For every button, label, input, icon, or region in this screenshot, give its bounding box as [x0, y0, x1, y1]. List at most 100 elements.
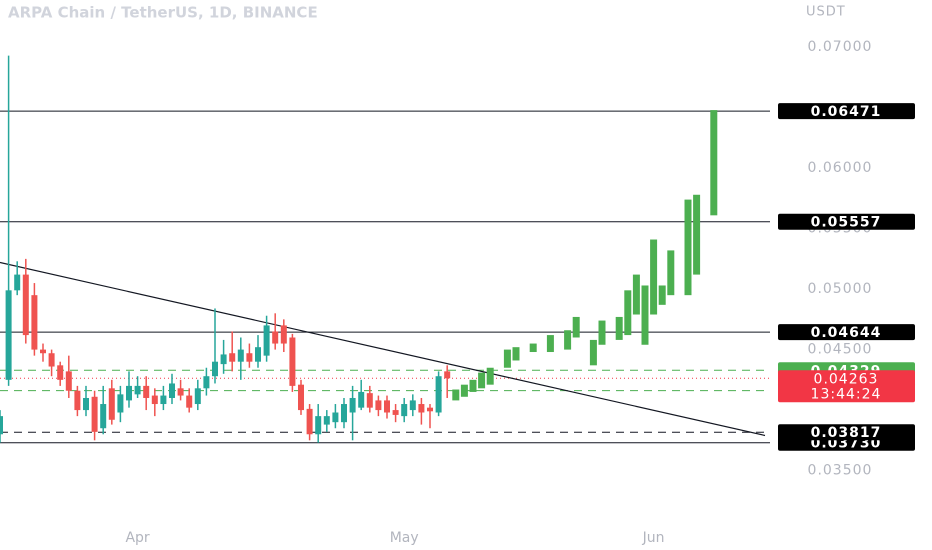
candle-body — [40, 349, 46, 354]
candle-body — [108, 388, 115, 420]
projection-bar — [710, 110, 718, 216]
candle-body — [444, 371, 451, 379]
projection-bar — [632, 274, 640, 315]
y-tick-label: 0.06000 — [808, 160, 873, 176]
candle-body — [298, 384, 304, 411]
projection-bar — [503, 349, 511, 368]
candle-body — [169, 383, 175, 398]
candle-body — [315, 416, 322, 435]
level-label-box — [778, 103, 915, 120]
projection-bar — [452, 389, 460, 401]
level-label-box — [778, 213, 915, 230]
projection-bar — [546, 335, 554, 353]
candle-body — [31, 295, 38, 350]
candle-body — [366, 393, 373, 408]
candle-body — [22, 274, 29, 336]
candle-body — [177, 388, 184, 396]
projection-bar — [460, 384, 468, 397]
candle-body — [272, 331, 279, 344]
candle-body — [280, 325, 287, 344]
projection-bar — [624, 290, 632, 336]
level-label: 0.04644 — [811, 325, 882, 341]
level-label-box — [778, 324, 915, 341]
countdown-label: 13:44:24 — [811, 386, 882, 402]
candle-body — [409, 400, 416, 411]
projection-bar — [529, 343, 537, 353]
candle-body — [435, 376, 442, 413]
candle-body — [14, 274, 21, 291]
candle-body — [194, 388, 201, 405]
candle-body — [65, 371, 72, 391]
projection-bar — [512, 347, 520, 361]
projection-bar — [684, 199, 692, 296]
dashed-level-label-box — [778, 424, 915, 441]
candle-body — [358, 391, 365, 408]
projection-bar — [650, 239, 658, 315]
candle-body — [255, 347, 261, 362]
projection-bar — [589, 339, 597, 366]
x-tick-label: May — [390, 530, 419, 546]
projection-bar — [615, 316, 623, 340]
projection-bar — [564, 330, 572, 350]
x-tick-label: Jun — [642, 530, 665, 546]
candle-body — [212, 361, 218, 377]
candle-body — [375, 400, 382, 411]
candle-body — [5, 290, 12, 380]
candle-body — [74, 390, 81, 411]
candle-body — [341, 404, 347, 423]
candle-body — [126, 385, 132, 401]
candle-body — [48, 353, 55, 367]
projection-bar — [598, 320, 606, 345]
candle-body — [332, 412, 339, 423]
candle-body — [186, 395, 193, 408]
candle-body — [323, 416, 330, 425]
projection-bar — [469, 379, 477, 392]
candle-body — [151, 395, 158, 405]
y-tick-label: 0.07000 — [808, 39, 873, 55]
candle-body — [0, 416, 3, 435]
candle-body — [418, 404, 425, 413]
chart-title: ARPA Chain / TetherUS, 1D, BINANCE — [8, 4, 318, 22]
last-price-box — [778, 370, 915, 403]
projection-bar — [641, 285, 649, 345]
candle-body — [306, 408, 313, 435]
projection-bar — [667, 250, 675, 296]
candle-body — [220, 354, 227, 365]
candle-body — [100, 404, 107, 429]
candle-body — [427, 407, 433, 412]
candle-body — [401, 404, 408, 417]
candle-body — [392, 410, 399, 415]
dashed-level-label: 0.03817 — [811, 425, 882, 441]
candle-body — [229, 353, 236, 362]
level-label: 0.05557 — [811, 215, 882, 231]
candle-body — [384, 400, 390, 413]
candle-body — [289, 337, 296, 386]
candle-body — [349, 397, 356, 413]
y-axis-label: USDT — [806, 5, 846, 20]
projection-bar — [572, 316, 580, 338]
candle-body — [57, 365, 64, 380]
candle-body — [203, 376, 210, 389]
x-tick-label: Apr — [125, 530, 149, 546]
candle-body — [83, 397, 89, 411]
candle-body — [263, 325, 270, 356]
candle-body — [117, 394, 124, 413]
last-price-label: 0.04263 — [814, 371, 879, 387]
y-tick-label: 0.05000 — [808, 281, 873, 297]
candle-body — [134, 385, 141, 395]
projection-bar — [658, 285, 666, 305]
level-label: 0.06471 — [811, 104, 882, 120]
candle-body — [246, 353, 253, 362]
y-tick-label: 0.04500 — [808, 342, 873, 358]
candle-body — [160, 395, 167, 405]
projection-bar — [486, 367, 494, 385]
candle-body — [237, 349, 244, 362]
y-tick-label: 0.03500 — [808, 463, 873, 479]
trendline — [0, 261, 766, 437]
candle-body — [91, 396, 98, 432]
candle-body — [143, 385, 150, 398]
projection-bar — [693, 194, 701, 275]
projection-bar — [478, 372, 486, 389]
